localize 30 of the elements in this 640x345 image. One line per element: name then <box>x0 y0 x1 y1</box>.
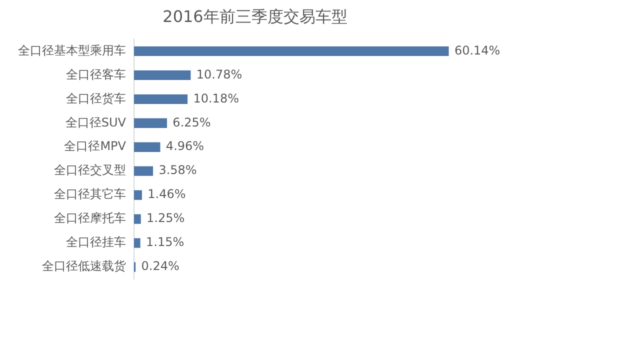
data-label: 10.18% <box>193 91 239 106</box>
chart-title: 2016年前三季度交易车型 <box>162 6 348 26</box>
y-tick-label: 全口径客车 <box>66 67 126 82</box>
data-label: 1.25% <box>146 211 185 226</box>
bar <box>134 238 140 248</box>
data-label: 10.78% <box>196 67 242 82</box>
y-tick-label: 全口径摩托车 <box>54 211 126 226</box>
y-tick-label: 全口径交叉型 <box>54 163 126 178</box>
data-label: 6.25% <box>172 115 211 130</box>
bar <box>134 166 154 176</box>
data-label: 1.46% <box>148 187 186 202</box>
bar <box>134 94 188 104</box>
y-tick-label: 全口径低速载货 <box>42 259 126 274</box>
bar <box>134 214 141 224</box>
y-tick-label: 全口径SUV <box>65 115 127 130</box>
bar <box>134 46 449 56</box>
data-label: 1.15% <box>146 235 184 250</box>
y-tick-label: 全口径挂车 <box>66 235 126 250</box>
y-tick-label: 全口径基本型乘用车 <box>18 43 126 58</box>
data-label: 60.14% <box>454 43 500 58</box>
data-label: 0.24% <box>141 259 180 274</box>
bar <box>134 142 160 152</box>
data-label: 3.58% <box>158 163 197 178</box>
y-tick-label: 全口径货车 <box>66 91 126 106</box>
bar <box>134 118 168 128</box>
y-tick-label: 全口径其它车 <box>54 187 126 202</box>
bar <box>134 190 142 200</box>
bar <box>134 70 191 80</box>
data-label: 4.96% <box>166 139 204 154</box>
y-tick-label: 全口径MPV <box>64 139 127 154</box>
